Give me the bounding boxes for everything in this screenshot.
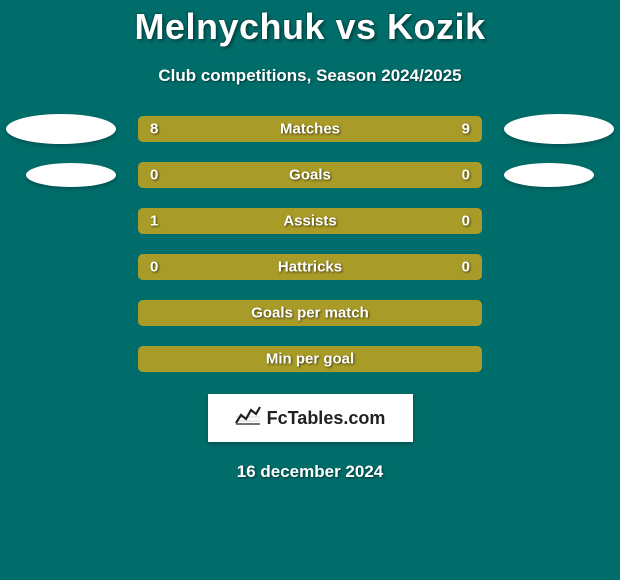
date-text: 16 december 2024 — [0, 462, 620, 482]
stat-label: Min per goal — [266, 351, 354, 368]
stat-bar-right — [406, 208, 482, 234]
stat-label: Matches — [280, 121, 340, 138]
page-title: Melnychuk vs Kozik — [0, 6, 620, 48]
stat-row: Goals per match — [0, 300, 620, 326]
stat-value-left: 0 — [150, 167, 158, 184]
stat-row: 1 0 Assists — [0, 208, 620, 234]
stat-row: Min per goal — [0, 346, 620, 372]
stat-label: Assists — [283, 213, 336, 230]
stat-label: Goals — [289, 167, 331, 184]
stat-bar: Goals per match — [138, 300, 482, 326]
player-right-oval — [504, 163, 594, 187]
player-left-oval — [6, 114, 116, 144]
stat-row: 8 9 Matches — [0, 116, 620, 142]
stat-bar: 1 0 Assists — [138, 208, 482, 234]
stat-row: 0 0 Hattricks — [0, 254, 620, 280]
stat-value-left: 1 — [150, 213, 158, 230]
stat-bar-left — [138, 116, 300, 142]
player-right-oval — [504, 114, 614, 144]
stat-value-left: 0 — [150, 259, 158, 276]
player-left-oval — [26, 163, 116, 187]
stat-value-right: 9 — [462, 121, 470, 138]
page-subtitle: Club competitions, Season 2024/2025 — [0, 66, 620, 86]
comparison-card: Melnychuk vs Kozik Club competitions, Se… — [0, 0, 620, 580]
stat-bar: 0 0 Hattricks — [138, 254, 482, 280]
stat-label: Hattricks — [278, 259, 342, 276]
stat-value-left: 8 — [150, 121, 158, 138]
stat-bar: Min per goal — [138, 346, 482, 372]
stat-row: 0 0 Goals — [0, 162, 620, 188]
stat-value-right: 0 — [462, 213, 470, 230]
stat-bar-left — [138, 162, 310, 188]
stat-label: Goals per match — [251, 305, 369, 322]
stat-value-right: 0 — [462, 167, 470, 184]
stats-list: 8 9 Matches 0 0 Goals 1 0 Assists 0 0 Hattricks Goal… — [0, 116, 620, 372]
stat-bar-left — [138, 208, 406, 234]
logo-icon — [235, 405, 261, 431]
stat-value-right: 0 — [462, 259, 470, 276]
logo-text: FcTables.com — [267, 408, 386, 429]
stat-bar: 8 9 Matches — [138, 116, 482, 142]
stat-bar: 0 0 Goals — [138, 162, 482, 188]
stat-bar-right — [310, 162, 482, 188]
logo-badge: FcTables.com — [208, 394, 413, 442]
